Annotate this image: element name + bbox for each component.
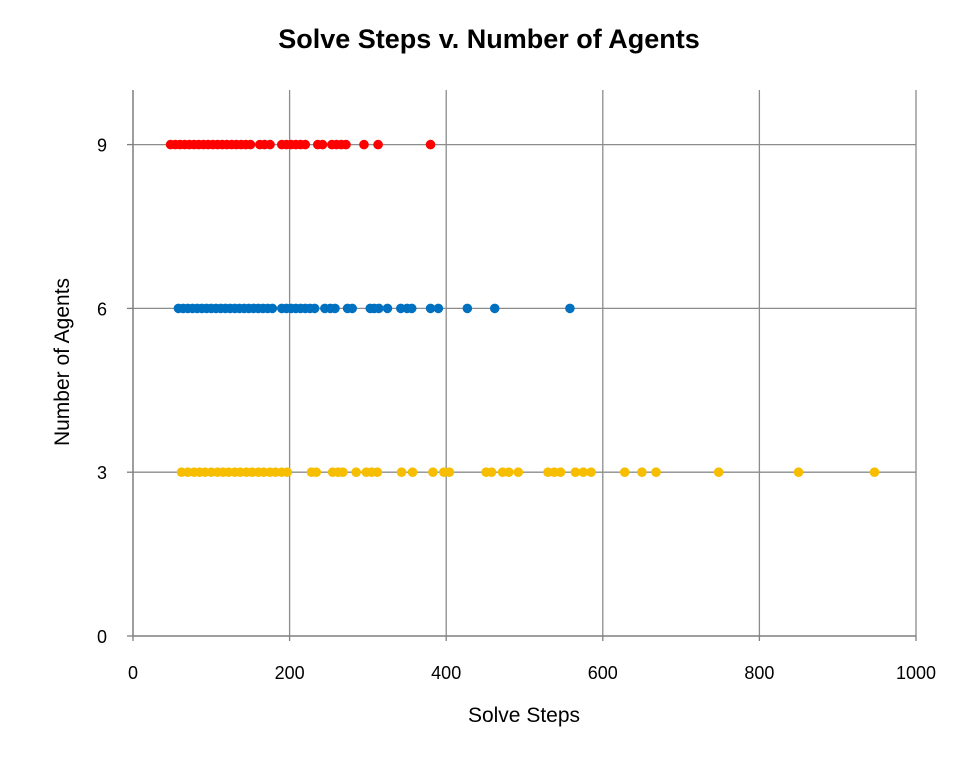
data-point — [347, 303, 358, 314]
data-point — [372, 467, 383, 478]
data-point — [570, 467, 581, 478]
x-tick-label: 0 — [128, 663, 138, 683]
data-point — [486, 467, 497, 478]
data-point — [341, 139, 351, 150]
data-point — [619, 467, 630, 478]
series-9 — [165, 139, 436, 150]
data-point — [309, 303, 320, 314]
data-point — [869, 467, 880, 478]
data-point — [425, 303, 436, 314]
x-tick-label: 1000 — [896, 663, 936, 683]
series-6 — [173, 303, 575, 314]
data-point — [317, 139, 328, 150]
x-tick-label: 200 — [275, 663, 305, 683]
data-point — [374, 303, 384, 314]
data-point — [406, 303, 417, 314]
data-point — [396, 467, 407, 478]
data-point — [578, 467, 589, 478]
tick-label-layer: 0 200 400 600 800 1000 0 3 6 9 — [97, 136, 936, 683]
data-point — [373, 139, 383, 150]
data-point — [433, 303, 444, 314]
data-point — [586, 467, 596, 478]
y-tick-label: 6 — [97, 299, 107, 319]
data-point — [407, 467, 418, 478]
data-point — [330, 303, 340, 314]
data-point — [359, 139, 369, 150]
series-3 — [176, 467, 880, 478]
data-point — [462, 303, 473, 314]
data-point — [338, 467, 348, 478]
data-point — [637, 467, 647, 478]
data-point — [382, 303, 393, 314]
y-tick-label: 0 — [97, 627, 107, 647]
x-tick-label: 400 — [431, 663, 461, 683]
data-point — [793, 467, 804, 478]
data-point — [311, 467, 322, 478]
data-point — [428, 467, 438, 478]
y-tick-label: 3 — [97, 463, 107, 483]
data-point — [565, 303, 575, 314]
x-axis-label: Solve Steps — [468, 704, 580, 727]
chart-title: Solve Steps v. Number of Agents — [278, 24, 700, 54]
y-axis-label: Number of Agents — [51, 278, 74, 446]
data-point — [351, 467, 361, 478]
data-point — [713, 467, 724, 478]
data-point — [504, 467, 514, 478]
x-tick-label: 800 — [744, 663, 774, 683]
data-point — [489, 303, 500, 314]
data-point — [444, 467, 455, 478]
x-tick-label: 600 — [588, 663, 618, 683]
axis-layer — [127, 90, 917, 641]
data-point — [425, 139, 436, 150]
data-point — [245, 139, 256, 150]
data-point — [265, 139, 275, 150]
data-points-layer — [165, 139, 880, 478]
data-point — [300, 139, 311, 150]
data-point — [513, 467, 524, 478]
data-point — [282, 467, 293, 478]
data-point — [267, 303, 278, 314]
y-tick-label: 9 — [97, 136, 107, 156]
data-point — [651, 467, 661, 478]
data-point — [555, 467, 566, 478]
